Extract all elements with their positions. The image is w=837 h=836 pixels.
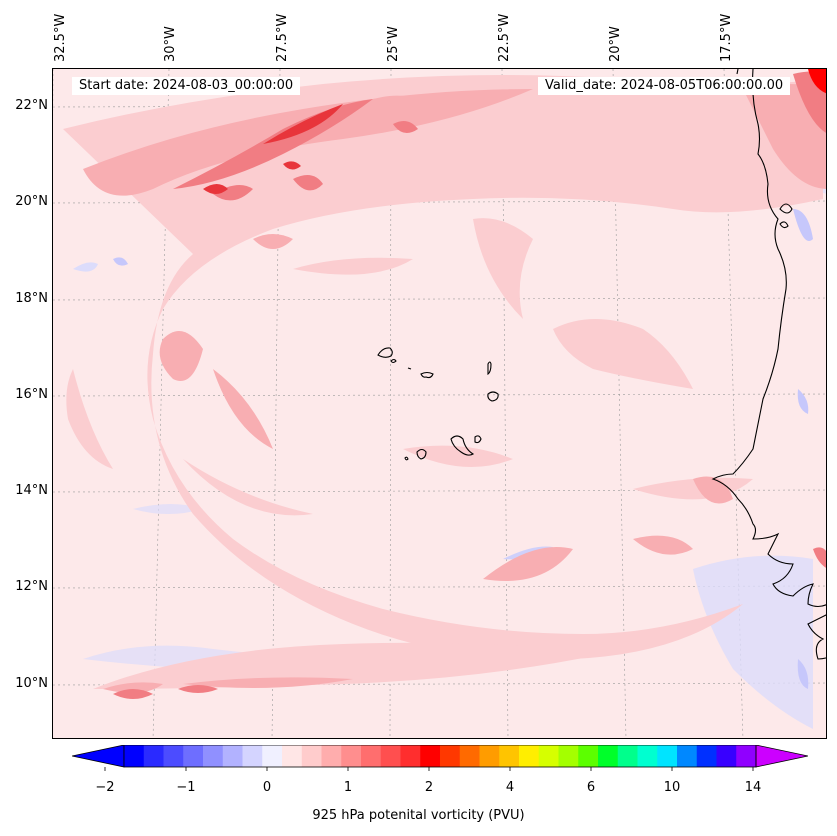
colorbar [71, 744, 809, 779]
colorbar-segment [242, 745, 263, 767]
lon-label-32-5w: 32.5°W [53, 13, 68, 62]
lon-label-22-5w: 22.5°W [497, 13, 512, 62]
colorbar-segment [341, 745, 362, 767]
cb-tick-2: 2 [424, 780, 434, 795]
colorbar-segment [400, 745, 421, 767]
colorbar-segment [519, 745, 540, 767]
lat-label-14n: 14°N [15, 483, 48, 498]
colorbar-segment [143, 745, 164, 767]
colorbar-segment [479, 745, 500, 767]
lat-label-22n: 22°N [15, 98, 48, 113]
lon-label-20w: 20°W [608, 26, 623, 62]
cb-tick-6: 6 [586, 780, 596, 795]
cape-verde-islands [377, 347, 499, 461]
colorbar-segment [617, 745, 638, 767]
pv-max [203, 69, 826, 194]
cb-tick-0: 0 [262, 780, 272, 795]
colorbar-segment [301, 745, 322, 767]
colorbar-segment [677, 745, 698, 767]
cb-tick--2: −2 [95, 780, 115, 795]
colorbar-extend-low [71, 744, 125, 768]
cb-tick-4: 4 [505, 780, 515, 795]
colorbar-segment [598, 745, 619, 767]
colorbar-outline [123, 744, 757, 768]
lat-label-10n: 10°N [15, 676, 48, 691]
colorbar-segment [321, 745, 342, 767]
pv-band-medium [83, 84, 826, 693]
colorbar-segment [222, 745, 243, 767]
cb-tick-14: 14 [744, 780, 762, 795]
colorbar-segment [657, 745, 678, 767]
colorbar-segment [203, 745, 224, 767]
colorbar-extend-high [755, 744, 809, 768]
colorbar-segment [459, 745, 480, 767]
colorbar-segment [558, 745, 579, 767]
lon-label-27-5w: 27.5°W [275, 13, 290, 62]
colorbar-segment [262, 745, 283, 767]
lat-label-16n: 16°N [15, 387, 48, 402]
lon-label-30w: 30°W [163, 26, 178, 62]
valid-date-label: Valid_date: 2024-08-05T06:00:00.00 [538, 77, 791, 95]
colorbar-segment [124, 745, 145, 767]
colorbar-segment [696, 745, 717, 767]
colorbar-segment [361, 745, 382, 767]
lon-label-17-5w: 17.5°W [719, 13, 734, 62]
cb-tick--1: −1 [176, 780, 196, 795]
colorbar-segment [380, 745, 401, 767]
lon-label-25w: 25°W [386, 26, 401, 62]
colorbar-bar [71, 744, 809, 771]
colorbar-segment [499, 745, 520, 767]
colorbar-title: 925 hPa potenital vorticity (PVU) [312, 808, 525, 823]
map-area[interactable] [52, 68, 827, 739]
colorbar-segment [440, 745, 461, 767]
colorbar-segment [637, 745, 658, 767]
colorbar-segment [716, 745, 737, 767]
colorbar-segment [736, 745, 757, 767]
colorbar-segment [183, 745, 204, 767]
lat-label-12n: 12°N [15, 579, 48, 594]
coastline [711, 69, 826, 660]
cb-tick-1: 1 [343, 780, 353, 795]
lat-label-18n: 18°N [15, 291, 48, 306]
vorticity-field [53, 69, 826, 738]
colorbar-segment [538, 745, 559, 767]
colorbar-segment [163, 745, 184, 767]
colorbar-segment [282, 745, 303, 767]
colorbar-segment [578, 745, 599, 767]
lat-label-20n: 20°N [15, 194, 48, 209]
cb-tick-10: 10 [663, 780, 681, 795]
colorbar-segment [420, 745, 441, 767]
start-date-label: Start date: 2024-08-03_00:00:00 [72, 77, 301, 95]
